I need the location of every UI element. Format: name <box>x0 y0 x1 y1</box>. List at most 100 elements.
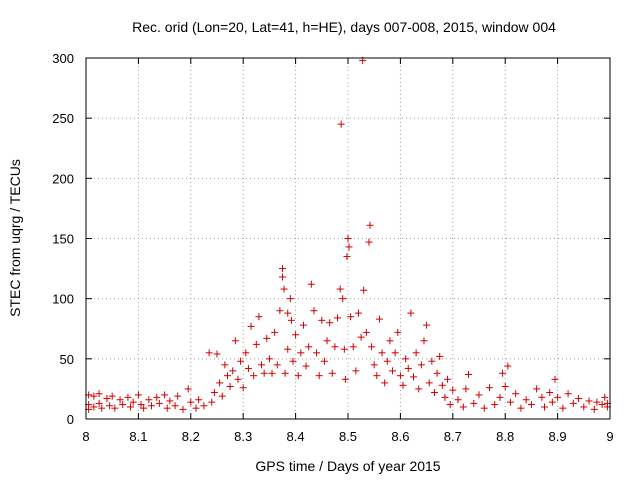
y-tick-label: 50 <box>60 352 74 367</box>
data-point <box>590 405 598 413</box>
data-point <box>407 309 415 317</box>
data-point <box>287 316 295 324</box>
data-point <box>153 393 161 401</box>
data-point <box>265 355 273 363</box>
data-point <box>454 396 462 404</box>
data-point <box>373 372 381 380</box>
data-point <box>239 384 247 392</box>
data-point <box>140 404 148 412</box>
data-point <box>231 337 239 345</box>
data-point <box>98 404 106 412</box>
data-point <box>119 401 127 409</box>
data-point <box>205 349 213 357</box>
data-point <box>108 392 116 400</box>
data-point <box>310 307 318 315</box>
data-point <box>541 403 548 411</box>
x-tick-label: 8.1 <box>129 429 147 444</box>
x-tick-label: 8.8 <box>496 429 514 444</box>
data-point <box>216 379 224 387</box>
data-point <box>328 369 336 377</box>
data-point <box>307 280 315 288</box>
y-tick-label: 300 <box>52 51 74 66</box>
data-point <box>375 315 383 323</box>
data-point <box>598 401 606 409</box>
data-point <box>354 309 362 317</box>
data-point <box>116 396 124 404</box>
data-point <box>420 337 428 345</box>
data-point <box>127 403 135 411</box>
data-point <box>360 286 368 294</box>
data-point <box>166 397 174 405</box>
data-point <box>362 328 370 336</box>
data-point <box>334 314 342 322</box>
data-point <box>218 392 226 400</box>
data-points <box>85 56 611 413</box>
y-axis-label: STEC from uqrg / TECUs <box>7 159 23 317</box>
data-point <box>95 399 103 407</box>
data-point <box>103 395 111 403</box>
data-point <box>174 392 182 400</box>
data-point <box>533 385 541 393</box>
data-point <box>213 350 221 358</box>
data-point <box>433 369 441 377</box>
y-tick-label: 0 <box>67 412 74 427</box>
data-point <box>410 373 417 381</box>
data-point <box>399 381 407 389</box>
data-point <box>428 357 436 365</box>
x-tick-label: 8.7 <box>444 429 462 444</box>
data-point <box>223 372 231 380</box>
data-point <box>394 328 402 336</box>
data-point <box>383 357 391 365</box>
data-point <box>95 390 103 398</box>
data-point <box>247 322 255 330</box>
data-point <box>281 369 289 377</box>
y-tick-label: 200 <box>52 171 74 186</box>
data-point <box>389 367 397 375</box>
data-point <box>368 343 376 351</box>
data-point <box>210 389 218 397</box>
data-point <box>187 398 195 406</box>
data-point <box>527 401 535 409</box>
data-point <box>417 361 425 369</box>
x-tick-label: 8 <box>82 429 89 444</box>
plot-frame <box>85 57 611 420</box>
data-point <box>538 393 546 401</box>
data-point <box>318 316 326 324</box>
data-point <box>305 343 313 351</box>
x-tick-label: 8.9 <box>549 429 567 444</box>
y-tick-label: 100 <box>52 292 74 307</box>
data-point <box>297 349 305 357</box>
data-point <box>273 361 281 369</box>
data-point <box>326 319 334 327</box>
data-point <box>404 364 412 372</box>
data-point <box>402 355 410 363</box>
data-point <box>155 399 163 407</box>
data-point <box>430 389 438 397</box>
data-point <box>522 396 530 404</box>
data-point <box>412 349 420 357</box>
data-point <box>459 403 467 411</box>
data-point <box>284 309 292 317</box>
data-point <box>365 238 373 246</box>
data-point <box>341 375 349 383</box>
data-point <box>449 386 457 394</box>
data-point <box>548 398 556 406</box>
data-point <box>286 295 294 303</box>
data-point <box>344 235 352 242</box>
data-point <box>506 398 514 406</box>
data-point <box>349 343 357 351</box>
data-point <box>446 401 454 409</box>
data-point <box>465 370 473 378</box>
data-point <box>370 361 378 369</box>
data-point <box>470 399 478 407</box>
data-point <box>444 375 452 383</box>
data-point <box>161 391 169 399</box>
data-point <box>436 352 444 360</box>
data-point <box>336 285 344 293</box>
data-point <box>145 396 153 404</box>
data-point <box>438 381 446 389</box>
data-point <box>559 404 567 412</box>
data-point <box>546 389 554 397</box>
data-point <box>260 369 268 377</box>
